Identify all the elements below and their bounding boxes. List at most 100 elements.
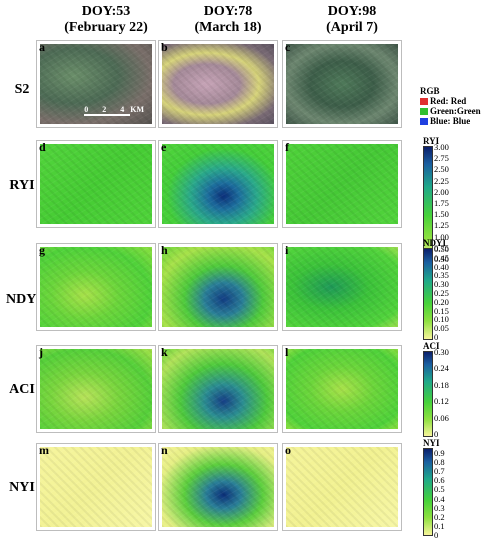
panel-letter: e — [161, 140, 167, 154]
panel-letter: i — [285, 243, 289, 257]
colorbar-tick: 0 — [434, 429, 439, 439]
map-panel-l: l — [282, 345, 402, 433]
map-texture — [286, 44, 398, 124]
map-texture — [286, 349, 398, 429]
map-image — [286, 349, 398, 429]
colorbar-tick: 2.25 — [434, 175, 449, 186]
colorbar-tick: 0.30 — [434, 347, 449, 357]
colorbar-tick: 0 — [434, 530, 439, 540]
panel-letter: j — [39, 345, 43, 359]
colorbar-tick: 0.10 — [434, 314, 449, 325]
legend-swatch-blue — [420, 117, 428, 125]
map-texture — [162, 44, 274, 124]
colorbar-tick: 2.50 — [434, 164, 449, 175]
map-image — [40, 447, 152, 527]
colorbar-tick: 0.9 — [434, 448, 445, 458]
colorbar-nyi — [423, 448, 433, 536]
colorbar-tick: 1.50 — [434, 209, 449, 220]
legend-label: Green:Green — [430, 106, 481, 116]
colorbar-tick: 2.00 — [434, 186, 449, 197]
map-image — [162, 144, 274, 224]
colorbar-tick: 0.24 — [434, 363, 449, 374]
map-texture — [40, 44, 152, 124]
scale-line — [84, 114, 131, 116]
map-texture — [286, 144, 398, 224]
colorbar-tick: 0.40 — [434, 261, 449, 272]
map-panel-d: d — [36, 140, 156, 228]
colorbar-tick: 0.3 — [434, 502, 445, 513]
colorbar-title-aci: ACI — [423, 341, 440, 351]
map-panel-n: n — [158, 443, 278, 531]
colorbar-tick: 0.8 — [434, 457, 445, 468]
map-texture — [40, 349, 152, 429]
map-image: 0 2 4KM — [40, 44, 152, 124]
map-texture — [162, 349, 274, 429]
map-panel-j: j — [36, 345, 156, 433]
rgb-legend: RGB Red: Red Green:Green Blue: Blue — [420, 86, 481, 126]
panel-letter: n — [161, 443, 168, 457]
map-image — [162, 349, 274, 429]
column-doy: DOY:78 — [203, 4, 253, 19]
map-image — [162, 247, 274, 327]
colorbar-tick: 0.35 — [434, 270, 449, 281]
colorbar-tick: 0.6 — [434, 475, 445, 486]
column-header-3: DOY:98 (April 7) — [282, 4, 422, 36]
colorbar-title-ryi: RYI — [423, 136, 440, 146]
map-texture — [162, 447, 274, 527]
legend-swatch-green — [420, 107, 428, 115]
colorbar-tick: 1.00 — [434, 231, 449, 242]
colorbar-tick: 0.05 — [434, 323, 449, 334]
column-header-1: DOY:53 (February 22) — [36, 4, 176, 36]
map-panel-b: b — [158, 40, 278, 128]
colorbar-tick: 0.25 — [434, 288, 449, 298]
panel-letter: m — [39, 443, 49, 457]
colorbar-tick: 0.1 — [434, 520, 445, 531]
colorbar-aci — [423, 351, 433, 437]
map-image — [286, 247, 398, 327]
map-texture — [40, 447, 152, 527]
row-label-nyi: NYI — [9, 480, 35, 495]
colorbar-tick: 0.7 — [434, 466, 445, 477]
colorbar-title-ndyi: NDYI — [423, 238, 447, 248]
colorbar-tick: 0.5 — [434, 484, 445, 495]
map-panel-k: k — [158, 345, 278, 433]
panel-letter: d — [39, 140, 46, 154]
column-doy: DOY:53 — [81, 4, 131, 19]
map-panel-h: h — [158, 243, 278, 331]
map-texture — [40, 144, 152, 224]
map-image — [40, 247, 152, 327]
map-texture — [286, 247, 398, 327]
colorbar-tick: 1.75 — [434, 198, 449, 208]
colorbar-tick: 1.25 — [434, 220, 449, 231]
map-texture — [40, 247, 152, 327]
row-label-aci: ACI — [9, 382, 35, 397]
colorbar-tick: 0.45 — [434, 252, 449, 263]
scale-unit: KM — [130, 105, 144, 114]
map-panel-g: g — [36, 243, 156, 331]
column-doy: DOY:98 — [327, 4, 377, 19]
map-image — [162, 447, 274, 527]
colorbar-tick: 2.75 — [434, 153, 449, 164]
colorbar-title-nyi: NYI — [423, 438, 440, 448]
legend-item: Blue: Blue — [420, 116, 481, 126]
legend-label: Red: Red — [430, 96, 467, 106]
map-image — [286, 44, 398, 124]
colorbar-tick: 0.4 — [434, 493, 445, 504]
panel-letter: g — [39, 243, 45, 257]
row-label-s2: S2 — [14, 82, 30, 97]
panel-letter: l — [285, 345, 289, 359]
map-image — [162, 44, 274, 124]
colorbar-tick: 0.75 — [434, 242, 449, 253]
panel-letter: c — [285, 40, 291, 54]
map-panel-a: a 0 2 4KM — [36, 40, 156, 128]
scale-bar: 0 2 4KM — [84, 105, 144, 116]
row-label-ryi: RYI — [9, 178, 35, 193]
scale-ticks: 0 2 4 — [84, 105, 131, 114]
rgb-legend-title: RGB — [420, 86, 440, 96]
column-date: (February 22) — [64, 20, 148, 35]
row-label-ndyi: NDYI — [6, 292, 42, 307]
column-header-2: DOY:78 (March 18) — [158, 4, 298, 36]
panel-letter: a — [39, 40, 45, 54]
colorbar-tick: 0.2 — [434, 511, 445, 522]
colorbar-tick: 0.50 — [434, 244, 449, 254]
